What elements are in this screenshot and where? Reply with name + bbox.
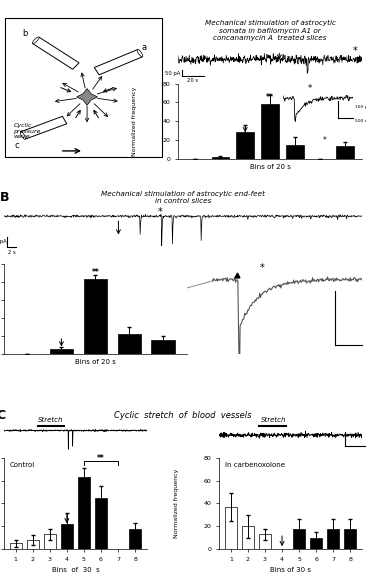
Y-axis label: Normalized frequency: Normalized frequency — [174, 468, 179, 538]
Text: Control: Control — [10, 462, 35, 468]
Text: 100 pA: 100 pA — [0, 239, 7, 244]
Text: Cyclic  stretch  of  blood  vessels: Cyclic stretch of blood vessels — [114, 411, 252, 420]
Polygon shape — [21, 116, 67, 139]
Text: 50 pA: 50 pA — [165, 70, 181, 76]
Bar — [225, 507, 237, 549]
Bar — [259, 534, 271, 549]
Bar — [10, 543, 22, 549]
Polygon shape — [32, 37, 39, 43]
Text: Stretch: Stretch — [261, 417, 286, 423]
Polygon shape — [33, 37, 79, 69]
Bar — [117, 334, 141, 354]
Bar — [129, 529, 141, 549]
Text: Mechanical stimulation of astrocytic end-feet
in control slices: Mechanical stimulation of astrocytic end… — [101, 191, 265, 204]
Bar — [83, 279, 107, 354]
X-axis label: Bins of 30 s: Bins of 30 s — [270, 567, 311, 572]
Bar — [310, 538, 322, 549]
Text: **: ** — [97, 454, 105, 463]
Text: Mechanical stimulation of astrocytic
somata in bafilomycin A1 or
concanamycin A : Mechanical stimulation of astrocytic som… — [205, 20, 336, 41]
Text: c: c — [14, 141, 19, 150]
Bar — [27, 540, 39, 549]
Text: **: ** — [92, 268, 99, 277]
Bar — [78, 477, 90, 549]
Polygon shape — [76, 89, 97, 105]
Text: In carbenoxolone: In carbenoxolone — [225, 462, 285, 468]
Bar — [344, 529, 356, 549]
Bar — [44, 534, 56, 549]
Text: *: * — [307, 84, 312, 93]
Polygon shape — [137, 50, 143, 57]
X-axis label: Bins of 20 s: Bins of 20 s — [75, 359, 116, 366]
Text: 500 ms: 500 ms — [355, 119, 366, 123]
X-axis label: Bins  of  30  s: Bins of 30 s — [52, 567, 99, 572]
Bar — [212, 157, 229, 158]
Bar — [152, 340, 175, 354]
Bar — [242, 526, 254, 549]
Bar — [95, 498, 107, 549]
Text: 100 pA: 100 pA — [355, 105, 366, 109]
Text: C: C — [0, 409, 5, 422]
Polygon shape — [20, 132, 26, 139]
Text: *: * — [353, 46, 358, 57]
Text: Cyclic
pressure
wave: Cyclic pressure wave — [13, 123, 41, 140]
Polygon shape — [94, 50, 142, 75]
Text: **: ** — [266, 93, 274, 102]
Bar — [327, 529, 339, 549]
Bar — [49, 349, 73, 354]
Text: B: B — [0, 191, 10, 204]
Bar — [293, 529, 305, 549]
Text: Stretch: Stretch — [38, 417, 64, 423]
Text: *: * — [158, 207, 163, 217]
Bar — [336, 146, 354, 158]
Text: 20 s: 20 s — [187, 78, 198, 83]
Bar — [286, 145, 304, 158]
Text: b: b — [22, 29, 27, 38]
Bar — [61, 524, 73, 549]
Bar — [261, 104, 279, 158]
Bar — [236, 132, 254, 158]
Text: *: * — [323, 136, 327, 145]
Y-axis label: Normalized frequency: Normalized frequency — [132, 86, 137, 156]
Text: *: * — [260, 263, 265, 273]
X-axis label: Bins of 20 s: Bins of 20 s — [250, 164, 291, 170]
Text: 2 s: 2 s — [8, 251, 16, 256]
Text: a: a — [142, 43, 147, 52]
